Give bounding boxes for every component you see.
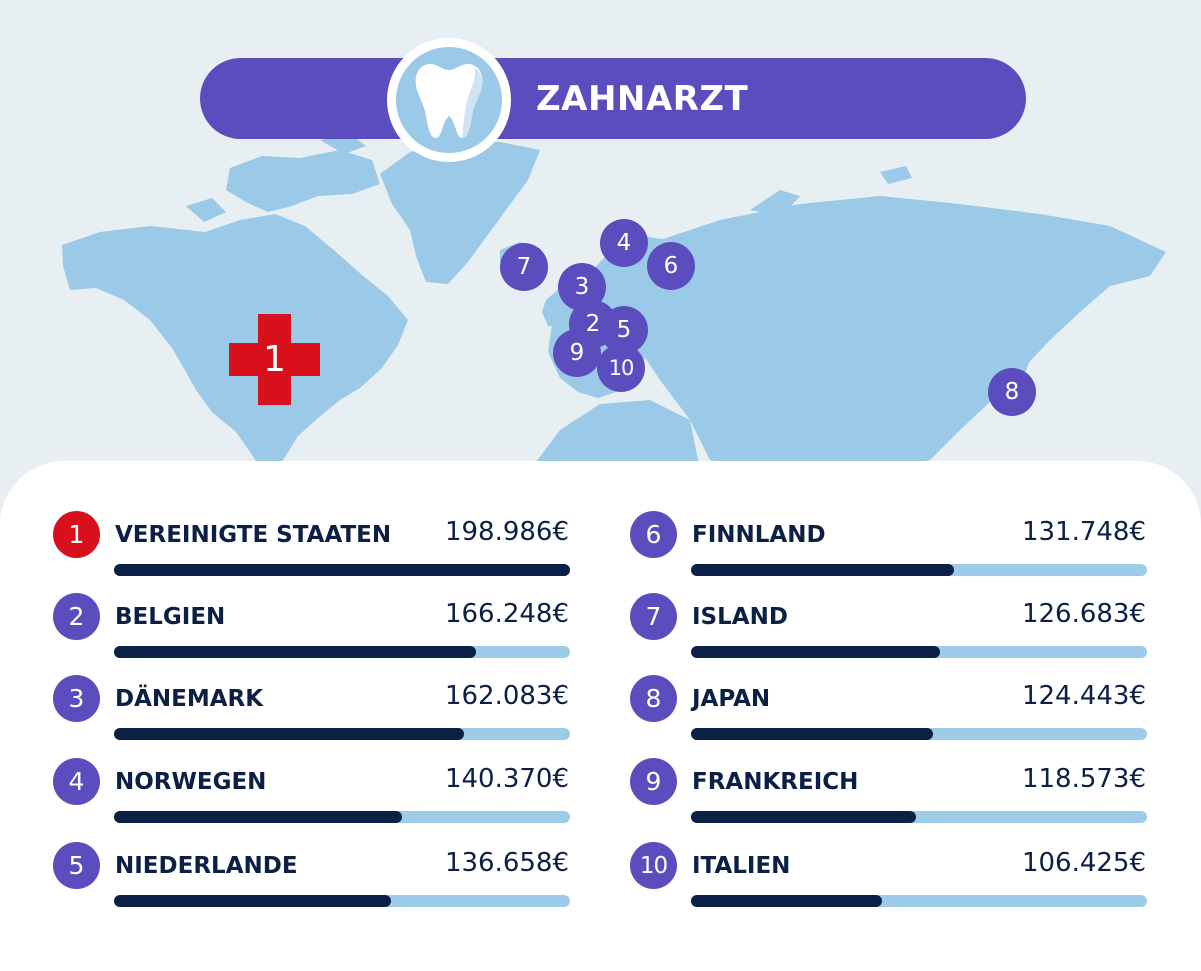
- value-label: 131.748€: [1021, 517, 1146, 547]
- map-pin-4: 4: [600, 219, 648, 267]
- bar-track: [691, 728, 1147, 740]
- value-label: 106.425€: [1021, 848, 1146, 878]
- north-america-shape: [62, 214, 408, 470]
- rank-badge: 3: [53, 675, 100, 722]
- country-label: NIEDERLANDE: [115, 853, 298, 879]
- rank-badge: 4: [53, 758, 100, 805]
- ranking-card: [0, 461, 1201, 971]
- rank-badge: 10: [630, 842, 677, 889]
- rank-badge: 9: [630, 758, 677, 805]
- value-label: 136.658€: [444, 848, 569, 878]
- country-label: VEREINIGTE STAATEN: [115, 522, 392, 548]
- country-label: ISLAND: [692, 604, 788, 630]
- rank-badge: 7: [630, 593, 677, 640]
- arctic-island-shape-2: [320, 134, 366, 154]
- bar-track: [114, 728, 570, 740]
- tooth-icon: [415, 64, 483, 138]
- bar-track: [114, 646, 570, 658]
- bar-fill: [114, 895, 391, 907]
- map-pin-6: 6: [647, 242, 695, 290]
- country-label: NORWEGEN: [115, 769, 267, 795]
- siberia-island-shape-2: [880, 166, 912, 184]
- value-label: 162.083€: [444, 681, 569, 711]
- africa-shape: [530, 400, 700, 470]
- marker-label: 1: [263, 339, 286, 380]
- rank-badge: 1: [53, 511, 100, 558]
- country-label: ITALIEN: [692, 853, 791, 879]
- bar-track: [114, 811, 570, 823]
- first-place-marker: 1: [229, 314, 320, 405]
- rank-badge: 2: [53, 593, 100, 640]
- tooth-badge: [387, 38, 511, 162]
- country-label: JAPAN: [692, 686, 771, 712]
- asia-shape: [640, 196, 1166, 470]
- bar-fill: [114, 811, 402, 823]
- value-label: 126.683€: [1021, 599, 1146, 629]
- value-label: 198.986€: [444, 517, 569, 547]
- value-label: 118.573€: [1021, 764, 1146, 794]
- bar-fill: [691, 728, 933, 740]
- rank-badge: 5: [53, 842, 100, 889]
- bar-fill: [114, 728, 464, 740]
- siberia-island-shape: [750, 190, 800, 216]
- title-bar: [200, 58, 1026, 139]
- page-title: ZAHNARZT: [536, 79, 749, 119]
- country-label: FRANKREICH: [692, 769, 859, 795]
- value-label: 166.248€: [444, 599, 569, 629]
- map-pin-7: 7: [500, 243, 548, 291]
- map-pin-8: 8: [988, 368, 1036, 416]
- bar-track: [114, 895, 570, 907]
- rank-badge: 8: [630, 675, 677, 722]
- bar-track: [691, 646, 1147, 658]
- bar-fill: [691, 564, 954, 576]
- map-pin-9: 9: [553, 329, 601, 377]
- map-pin-10: 10: [597, 344, 645, 392]
- bar-track: [114, 564, 570, 576]
- bar-fill: [114, 646, 476, 658]
- bar-fill: [691, 646, 940, 658]
- bar-track: [691, 564, 1147, 576]
- value-label: 124.443€: [1021, 681, 1146, 711]
- value-label: 140.370€: [444, 764, 569, 794]
- bar-fill: [691, 895, 882, 907]
- country-label: BELGIEN: [115, 604, 226, 630]
- rank-badge: 6: [630, 511, 677, 558]
- arctic-island-shape: [186, 198, 226, 222]
- country-label: FINNLAND: [692, 522, 826, 548]
- bar-track: [691, 811, 1147, 823]
- bar-fill: [114, 564, 570, 576]
- country-label: DÄNEMARK: [115, 686, 264, 712]
- bar-fill: [691, 811, 916, 823]
- canada-islands-shape: [226, 150, 380, 212]
- bar-track: [691, 895, 1147, 907]
- greenland-shape: [380, 142, 540, 284]
